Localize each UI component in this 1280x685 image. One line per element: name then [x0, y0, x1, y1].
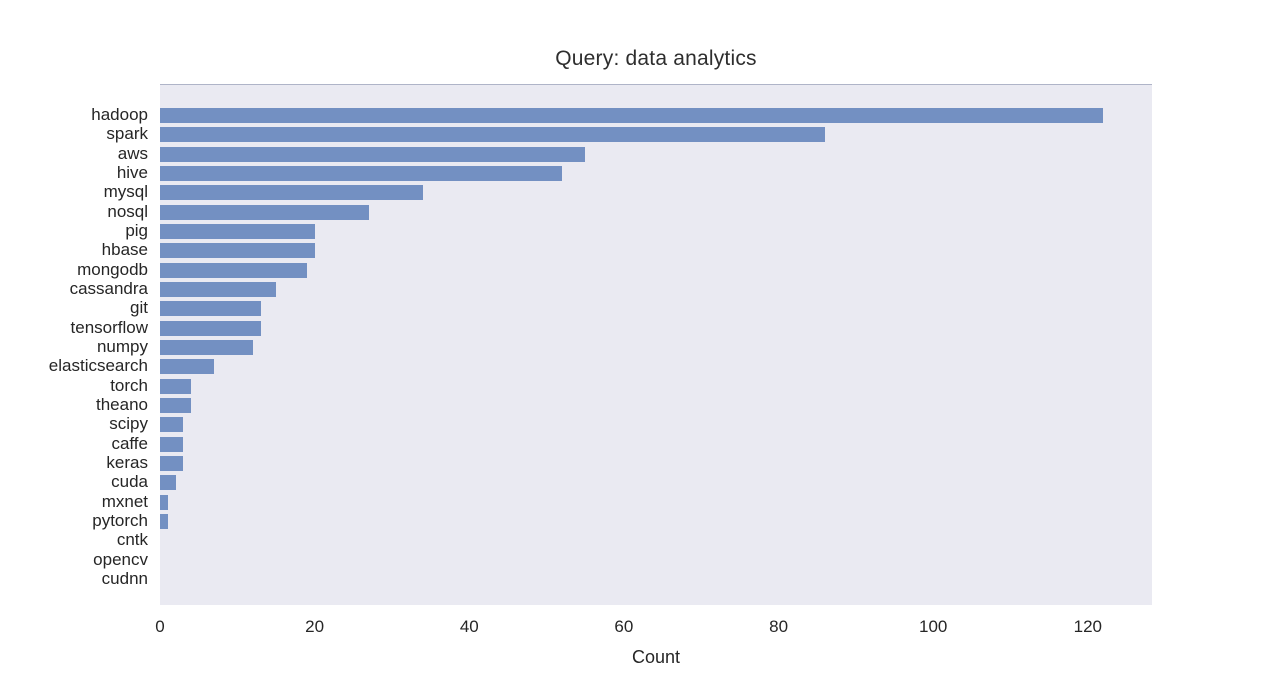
bar-scipy — [160, 417, 184, 433]
bar-caffe — [160, 436, 184, 452]
ytick-label-nosql: nosql — [107, 201, 148, 221]
bar-pig — [160, 223, 315, 239]
bar-mysql — [160, 185, 423, 201]
ytick-label-caffe: caffe — [111, 433, 148, 453]
bar-cuda — [160, 475, 176, 491]
chart-title: Query: data analytics — [555, 47, 757, 70]
bar-nosql — [160, 204, 369, 220]
bar-mxnet — [160, 494, 168, 510]
ytick-label-pytorch: pytorch — [92, 510, 148, 530]
xtick-label-80: 80 — [769, 617, 789, 636]
xtick-label-20: 20 — [305, 617, 325, 636]
ytick-label-cassandra: cassandra — [69, 278, 148, 298]
bar-spark — [160, 127, 825, 143]
ytick-label-aws: aws — [117, 143, 148, 163]
ytick-label-mxnet: mxnet — [101, 491, 148, 511]
ytick-label-opencv: opencv — [93, 549, 148, 569]
ytick-label-hadoop: hadoop — [91, 105, 148, 124]
bar-hadoop — [160, 108, 1104, 123]
ytick-label-mongodb: mongodb — [77, 259, 148, 279]
bar-pytorch — [160, 513, 168, 529]
xtick-label-0: 0 — [155, 617, 165, 636]
bar-theano — [160, 397, 191, 413]
xtick-label-100: 100 — [919, 617, 948, 636]
ytick-label-tensorflow: tensorflow — [70, 317, 148, 337]
ytick-label-theano: theano — [96, 394, 148, 414]
bar-elasticsearch — [160, 359, 215, 375]
x-axis-label: Count — [631, 647, 681, 667]
bar-git — [160, 301, 261, 317]
bar-torch — [160, 378, 191, 394]
ytick-label-keras: keras — [106, 452, 148, 472]
ytick-label-hive: hive — [116, 162, 148, 182]
ytick-label-cuda: cuda — [111, 472, 148, 492]
bar-tensorflow — [160, 320, 261, 336]
ytick-label-torch: torch — [110, 375, 148, 395]
ytick-label-mysql: mysql — [103, 182, 148, 202]
ytick-label-elasticsearch: elasticsearch — [48, 356, 148, 376]
ytick-label-scipy: scipy — [109, 414, 148, 434]
ytick-label-hbase: hbase — [101, 240, 148, 260]
xtick-label-120: 120 — [1073, 617, 1102, 636]
ytick-label-spark: spark — [106, 124, 148, 144]
ytick-label-pig: pig — [125, 220, 148, 240]
bar-keras — [160, 455, 184, 471]
ytick-label-cntk: cntk — [116, 530, 148, 550]
bar-numpy — [160, 339, 253, 355]
ytick-label-numpy: numpy — [96, 336, 148, 356]
bar-cassandra — [160, 281, 276, 297]
bar-mongodb — [160, 262, 307, 278]
bar-aws — [160, 146, 586, 162]
xtick-label-40: 40 — [459, 617, 479, 636]
ytick-label-cudnn: cudnn — [101, 568, 148, 588]
plot-area — [160, 84, 1152, 605]
bar-hbase — [160, 243, 315, 259]
x-axis-tick-labels: 0 20 40 60 80 100 120 — [155, 604, 1152, 652]
bar-hive — [160, 165, 563, 181]
ytick-label-git: git — [130, 298, 148, 318]
y-axis-tick-labels: hadoop spark aws hive mysql nosql pig hbase mong… — [0, 84, 148, 604]
xtick-label-60: 60 — [614, 617, 634, 636]
